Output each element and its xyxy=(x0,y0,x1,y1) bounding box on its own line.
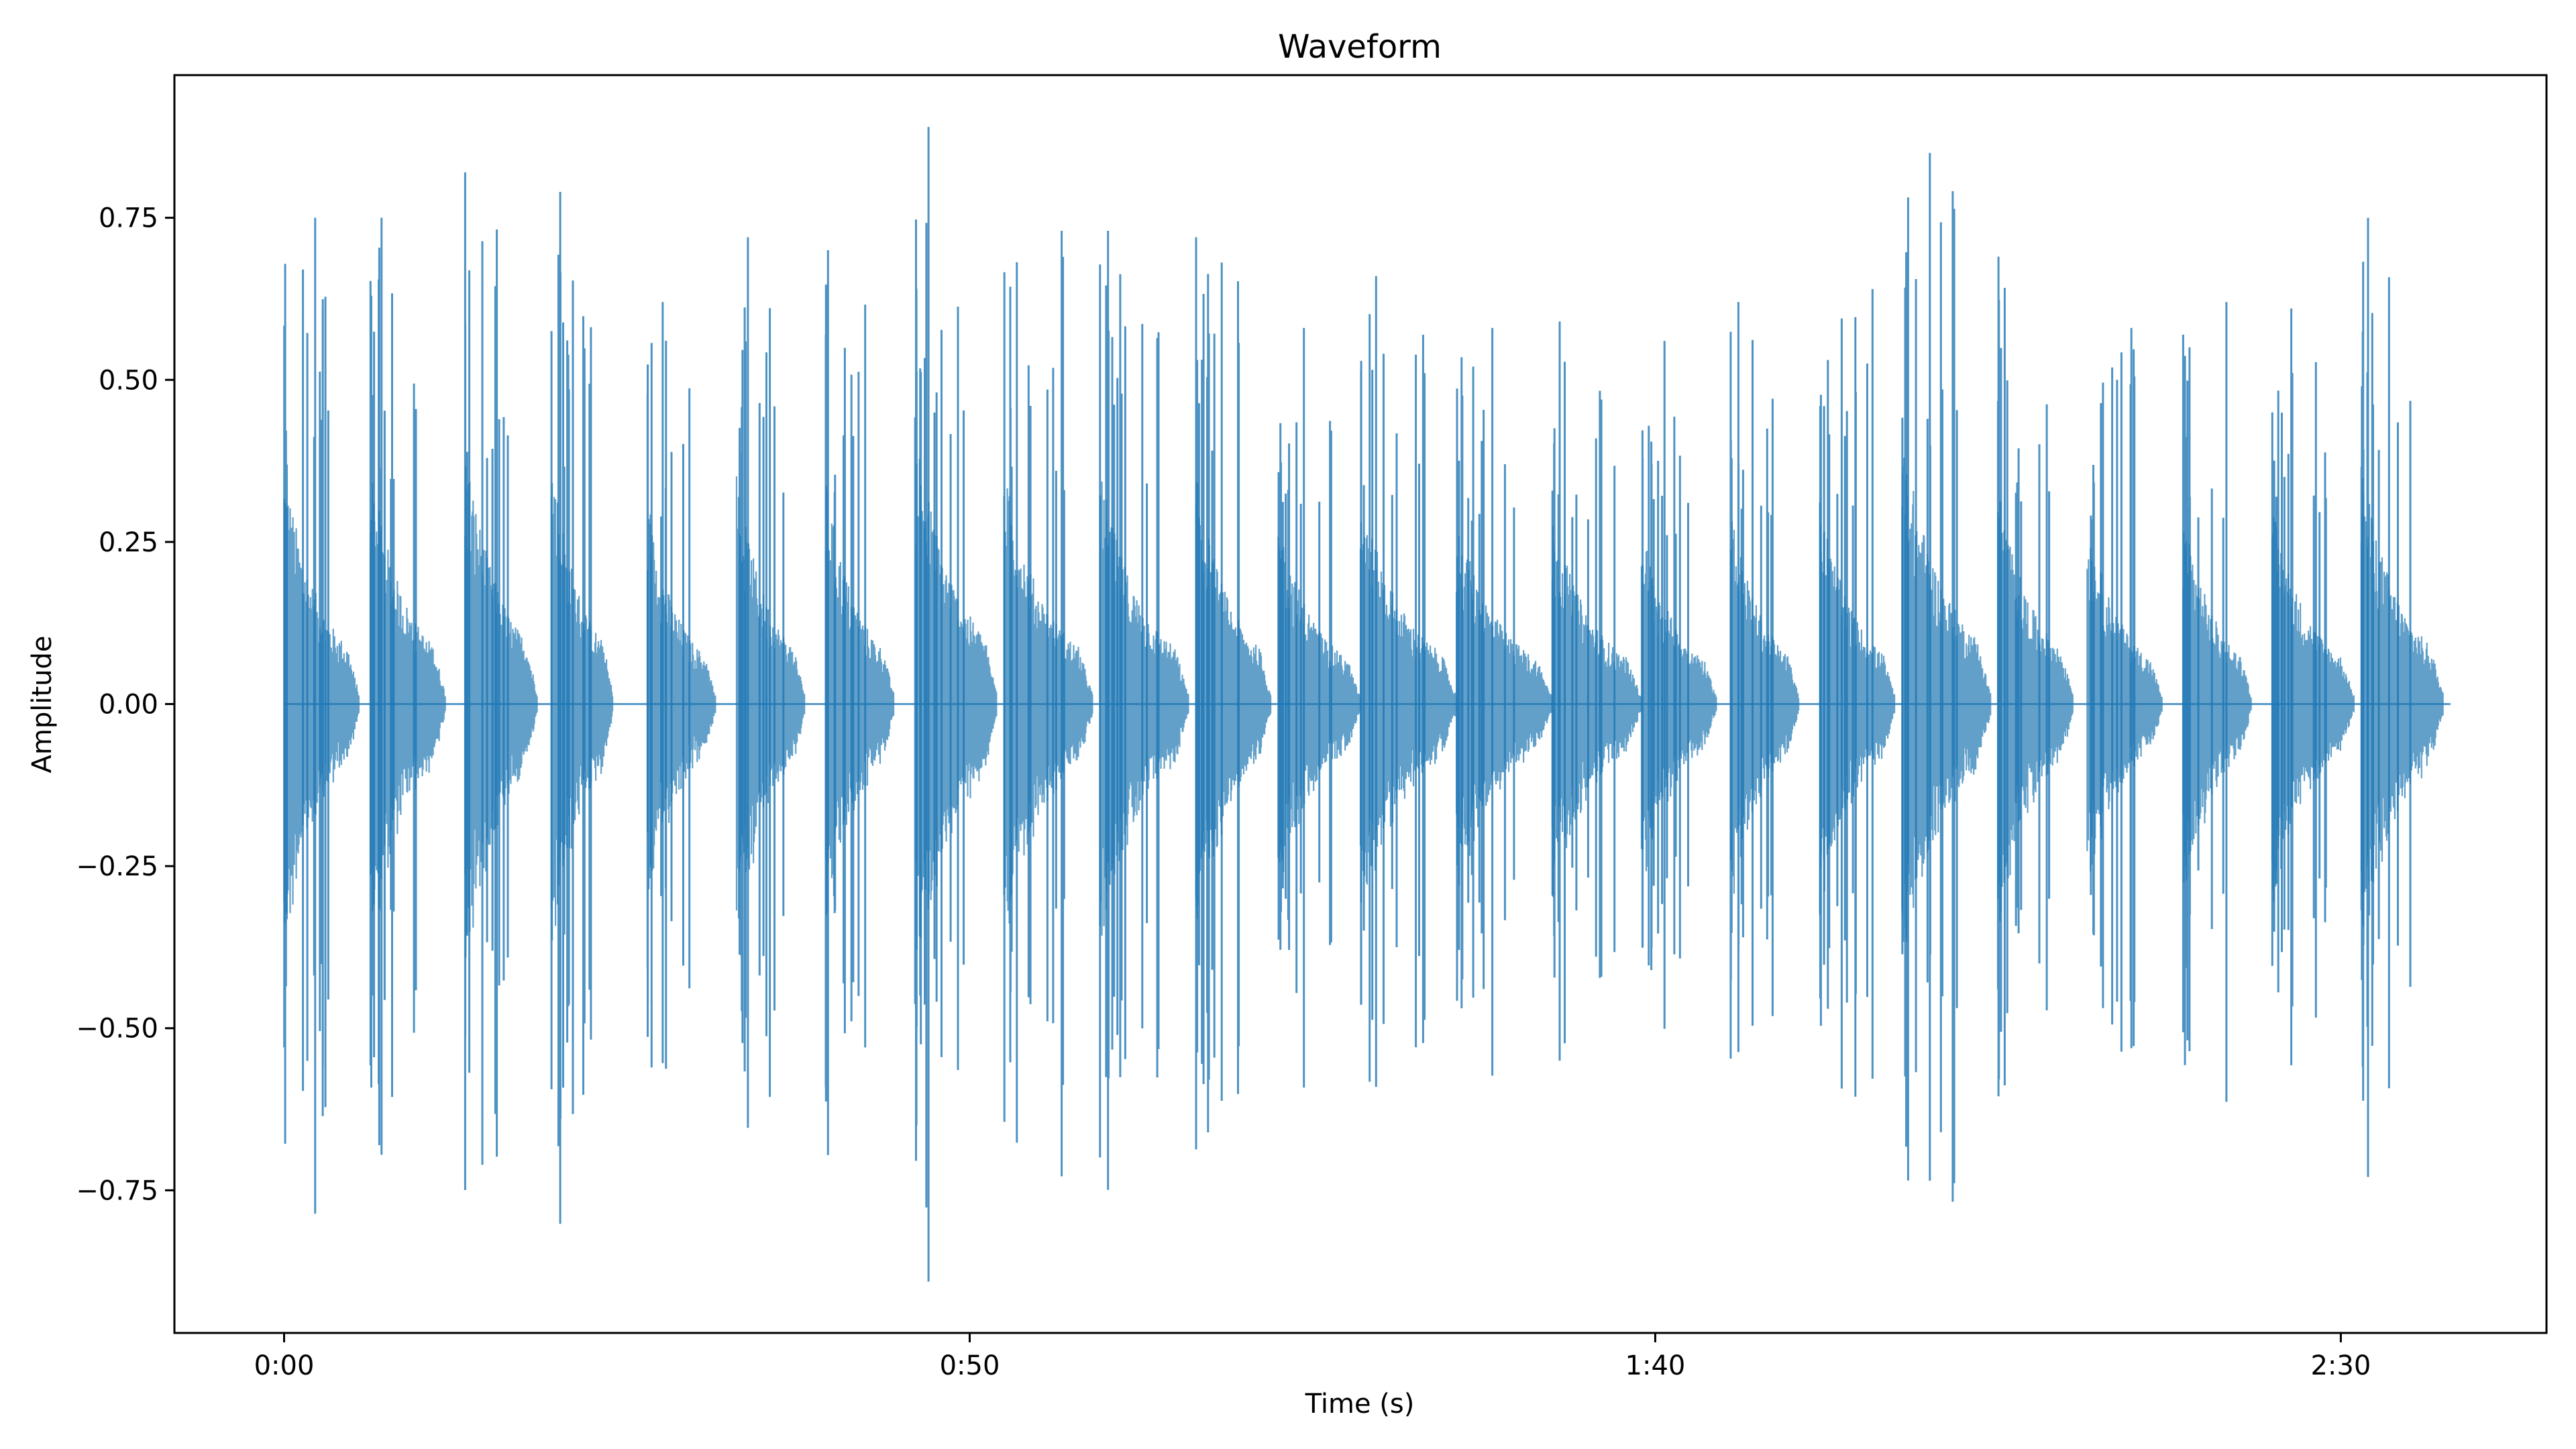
y-tick-label: −0.75 xyxy=(76,1175,158,1206)
x-tick-label: 0:50 xyxy=(940,1350,1000,1381)
waveform-spikes xyxy=(1641,341,1689,1029)
waveform-spikes xyxy=(1456,327,1515,1076)
waveform-spikes xyxy=(1819,288,1874,1097)
waveform-burst xyxy=(914,127,998,1282)
waveform-spikes xyxy=(369,217,417,1155)
y-tick-label: 0.50 xyxy=(99,365,158,396)
y-tick-label: −0.25 xyxy=(76,851,158,882)
y-axis-ticks: 0.75 0.50 0.25 0.00 −0.25 −0.50 −0.75 xyxy=(76,203,174,1206)
x-tick-label: 1:40 xyxy=(1625,1350,1686,1381)
waveform-spikes xyxy=(464,172,509,1190)
waveform-body xyxy=(2182,532,2252,883)
waveform-burst xyxy=(464,172,538,1190)
waveform-burst xyxy=(1359,276,1457,1087)
waveform-burst xyxy=(824,250,895,1155)
waveform-spikes xyxy=(550,192,592,1224)
x-tick-label: 0:00 xyxy=(254,1350,315,1381)
y-tick-label: 0.00 xyxy=(99,690,158,720)
waveform-spikes xyxy=(1360,276,1426,1087)
waveform-burst xyxy=(2271,308,2355,1065)
waveform-burst xyxy=(1456,327,1553,1076)
waveform-burst xyxy=(1195,237,1272,1150)
waveform-spikes xyxy=(1729,302,1774,1059)
waveform-spikes xyxy=(1996,256,2051,1097)
waveform-burst xyxy=(2360,217,2444,1177)
waveform-spikes xyxy=(824,250,867,1155)
waveform-burst xyxy=(1003,231,1093,1177)
waveform-body xyxy=(1819,502,1896,915)
waveform-spikes xyxy=(2271,308,2327,1065)
waveform-burst xyxy=(1277,327,1361,1088)
waveform-burst xyxy=(1099,231,1189,1190)
waveform-burst xyxy=(1729,302,1800,1059)
waveform-burst xyxy=(2182,302,2252,1102)
waveform-spikes xyxy=(2090,327,2136,1052)
waveform-spikes xyxy=(1901,153,1958,1202)
waveform-spikes xyxy=(1003,231,1065,1177)
waveform-body xyxy=(1359,522,1457,903)
waveform-series xyxy=(283,127,2451,1282)
waveform-spikes xyxy=(2182,302,2228,1102)
y-tick-label: 0.75 xyxy=(99,203,158,234)
waveform-burst xyxy=(1551,321,1642,1061)
waveform-burst xyxy=(1640,341,1717,1029)
waveform-burst xyxy=(369,217,446,1155)
x-axis-ticks: 0:00 0:50 1:40 2:30 xyxy=(254,1333,2371,1381)
waveform-spikes xyxy=(915,127,965,1282)
waveform-burst xyxy=(1819,288,1896,1097)
waveform-spikes xyxy=(1195,237,1240,1150)
waveform-burst xyxy=(2086,327,2163,1052)
waveform-body xyxy=(464,466,538,958)
waveform-body xyxy=(2086,547,2163,871)
waveform-spikes xyxy=(2360,217,2412,1177)
waveform-spikes xyxy=(646,302,691,1069)
waveform-body xyxy=(647,519,716,890)
waveform-burst xyxy=(283,217,360,1214)
waveform-burst xyxy=(646,302,716,1069)
waveform-spikes xyxy=(739,237,785,1128)
y-tick-label: −0.50 xyxy=(76,1014,158,1044)
y-axis-label: Amplitude xyxy=(27,636,58,773)
waveform-spikes xyxy=(1551,321,1616,1061)
x-tick-label: 2:30 xyxy=(2310,1350,2371,1381)
waveform-body xyxy=(1997,501,2074,922)
waveform-burst xyxy=(1901,153,1992,1202)
waveform-burst xyxy=(1996,256,2074,1097)
waveform-spikes xyxy=(283,217,329,1214)
waveform-burst xyxy=(735,237,806,1128)
y-tick-label: 0.25 xyxy=(99,527,158,558)
waveform-spikes xyxy=(1277,327,1332,1088)
waveform-spikes xyxy=(1099,231,1160,1190)
x-axis-label: Time (s) xyxy=(1305,1389,1415,1419)
waveform-burst xyxy=(550,192,614,1224)
chart-title: Waveform xyxy=(1278,28,1442,66)
